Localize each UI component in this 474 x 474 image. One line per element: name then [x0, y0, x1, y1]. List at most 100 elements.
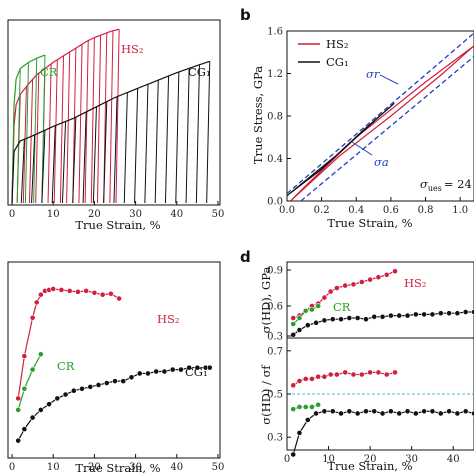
panel-c-cg-point — [103, 380, 110, 386]
panel-c-cg-point — [120, 378, 127, 385]
panel-d-bottom-hs-point — [315, 373, 322, 380]
panel-d-bottom-cr-point — [290, 406, 297, 413]
sigma-ues-value: = 24 — [444, 177, 472, 191]
panel-c-plot — [15, 286, 213, 444]
panel-d-bottom-cg-point — [329, 408, 336, 415]
panel-c-label-hs2: HS₂ — [157, 312, 180, 326]
panel-b-ylabel: True Stress, GPa — [251, 66, 265, 164]
panel-c-cg-point — [37, 407, 44, 413]
panel-a-cg-cycle — [164, 75, 170, 204]
panel-a-cg-cycle — [175, 71, 180, 204]
panel-d-top-hs-point — [333, 285, 340, 291]
panel-c-cg-point — [21, 426, 28, 433]
panel-d-bottom-hs-point — [367, 369, 374, 376]
panel-c-cg-point — [70, 387, 77, 394]
sigma-a-arrow — [351, 141, 373, 156]
panel-a-hs-cycle — [47, 63, 52, 204]
panel-c-cg-point — [169, 366, 176, 373]
panel-d-bottom-cg-point — [396, 410, 403, 417]
panel-d-bottom-hs-point — [309, 375, 315, 382]
panel-d-top-hs-point — [290, 315, 297, 321]
panel-a: 0 10 20 30 40 50 True Strain, % CR HS₂ CG₁ — [7, 19, 225, 232]
panel-b-r-line — [286, 32, 474, 195]
legend-cg1-label: CG₁ — [326, 55, 349, 69]
panel-c-cr-point — [15, 407, 22, 413]
panel-c-cg-point — [15, 437, 22, 444]
panel-d-bottom-hs-point — [375, 369, 382, 376]
panel-c-xtick-label: 0 — [9, 462, 15, 473]
panel-c-cr-point — [21, 385, 28, 392]
panel-c-xlabel: True Strain, % — [75, 461, 160, 474]
panel-c-cg-point — [87, 383, 94, 390]
panel-b-xtick-label: 0.4 — [348, 205, 364, 216]
panel-d-top-ytick-label: 0.9 — [267, 266, 283, 277]
panel-d-xtick-label: 10 — [322, 454, 335, 465]
panel-d-top-cg-point — [354, 315, 361, 321]
panel-d-bottom-hs-point — [327, 371, 334, 378]
panel-a-cg-cycle — [206, 61, 211, 204]
panel-a-cg-cycle — [144, 84, 149, 204]
panel-d-bottom-cr-point — [309, 404, 315, 410]
panel-a-plot — [11, 28, 211, 204]
panel-d-top-cg-point — [290, 331, 297, 338]
panel-d-bottom-hs-point — [333, 371, 340, 378]
panel-d-bottom-cg-point — [404, 408, 411, 415]
panel-a-xtick-label: 50 — [212, 209, 225, 220]
sigma-r-arrow — [379, 74, 399, 85]
panel-a-cg-cycle — [195, 64, 200, 204]
panel-d-top-cg-point — [412, 311, 419, 318]
panel-d-top-cg-point — [429, 311, 436, 318]
panel-b-ytick-label: 0.8 — [267, 112, 283, 123]
panel-d-top-cg-point — [379, 313, 386, 320]
panel-c-hs-line — [17, 288, 120, 399]
panel-d-top-hs-point — [383, 271, 390, 278]
panel-d-top-cg-point — [437, 310, 444, 317]
panel-d-top-cg-point — [462, 309, 469, 315]
panel-d-xtick-label: 0 — [284, 454, 290, 465]
panel-d-bottom-ytick-label: 0.7 — [267, 346, 283, 357]
panel-a-hs-cycle — [35, 73, 40, 204]
panel-c-hs-point — [91, 289, 98, 296]
panel-d-bottom-frame — [286, 337, 474, 451]
legend-hs2-label: HS₂ — [326, 37, 349, 51]
panel-a-cg-cycle — [123, 92, 128, 204]
panel-d-xlabel: True Strain, % — [327, 459, 412, 473]
panel-a-cg-cycle — [72, 117, 77, 204]
panel-d-top-hs-point — [327, 288, 334, 295]
panel-d-top-hs-point — [375, 274, 382, 281]
panel-d-bottom-cg-point — [371, 408, 378, 415]
panel-d-bottom-cg-point — [437, 410, 444, 417]
panel-d-bottom-cg-point — [354, 410, 361, 417]
panel-b-hs-line — [290, 45, 474, 202]
panel-d-bottom-cg-point — [290, 451, 297, 458]
panel-c-hs-point — [107, 290, 114, 297]
panel-d-bottom-cg-point — [313, 410, 319, 417]
panel-c-hs-point — [116, 295, 123, 302]
panel-a-cg-cycle — [154, 80, 159, 204]
panel-c-label-cg1: CG₁ — [185, 365, 208, 379]
panel-a-cg-envelope — [11, 60, 210, 204]
panel-d-top-ytick-label: 0.6 — [267, 302, 283, 313]
panel-d-top-cr-point — [309, 306, 315, 313]
panel-c-hs-point — [29, 314, 36, 321]
panel-d-plot — [287, 268, 474, 458]
panel-d-top-frame — [286, 261, 474, 339]
panel-d-bottom-cg-point — [429, 408, 436, 415]
panel-a-xlabel: True Strain, % — [75, 218, 160, 232]
panel-b-xtick-label: 0.8 — [418, 205, 434, 216]
panel-a-hs-cycle — [90, 37, 95, 204]
panel-d-top-cg-point — [296, 327, 303, 333]
panel-d-top-cg-point — [446, 310, 452, 317]
panel-d-top-hs-point — [350, 281, 357, 288]
panel-b-ytick-label: 1.2 — [267, 69, 283, 80]
panel-d-bottom-cg-point — [321, 408, 328, 415]
panel-a-cg-cycle — [41, 130, 46, 204]
panel-a-xtick-label: 30 — [129, 209, 142, 220]
panel-d-top-cg-point — [338, 316, 344, 323]
panel-c-cg-point — [145, 370, 151, 377]
panel-b-xtick-label: 0.0 — [279, 205, 295, 216]
panel-d-label-hs2: HS₂ — [404, 276, 427, 290]
panel-c: 0 10 20 30 40 50 True Strain, % HS₂ CR CG₁ — [7, 261, 224, 474]
panel-d-bottom-cr-point — [296, 404, 303, 410]
panel-c-cg-point — [54, 395, 61, 402]
